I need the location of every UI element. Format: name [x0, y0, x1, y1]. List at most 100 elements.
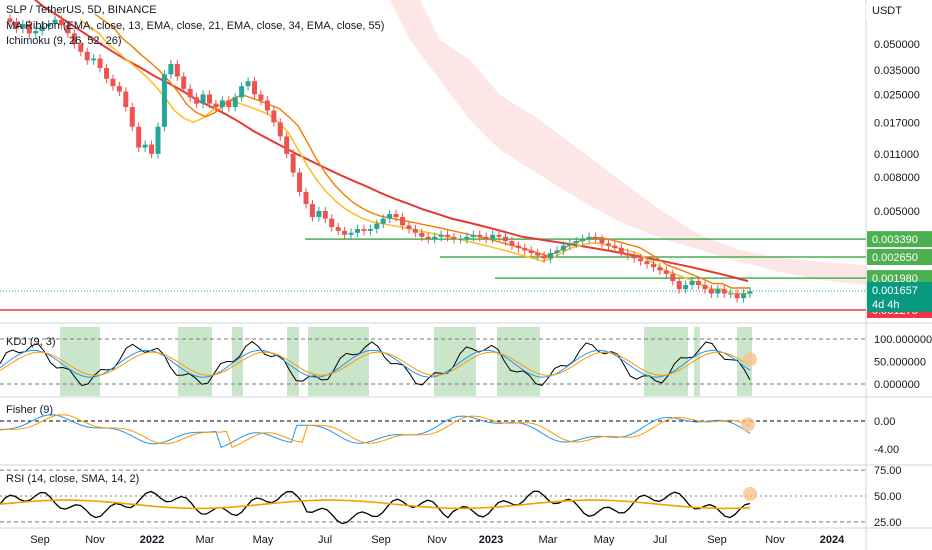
price-tick-label: 0.025000 — [874, 89, 920, 101]
candle-body — [728, 293, 734, 295]
candle-body — [438, 234, 444, 237]
candle-body — [342, 230, 348, 235]
candle-body — [39, 26, 45, 31]
candle-body — [26, 24, 32, 34]
ma-ribbon-legend[interactable]: MA Ribbon (EMA, close, 13, EMA, close, 2… — [6, 20, 385, 32]
time-tick-label: Jul — [653, 534, 667, 546]
candle-body — [638, 258, 644, 262]
price-tick-label: 0.011000 — [874, 149, 919, 161]
ichimoku-legend[interactable]: Ichimoku (9, 26, 52, 26) — [6, 35, 122, 47]
price-tag-text: 0.002650 — [872, 252, 918, 264]
candle-body — [548, 252, 554, 259]
candle-body — [329, 218, 335, 228]
overbought-zone — [232, 327, 243, 396]
time-tick-label: Mar — [539, 534, 558, 546]
price-tick-label: 0.050000 — [874, 39, 920, 51]
ema34-line — [94, 13, 750, 289]
time-tick-label: May — [594, 534, 615, 546]
candle-body — [348, 232, 354, 235]
overbought-zone — [287, 327, 299, 396]
time-tick-label: Sep — [371, 534, 391, 546]
candle-body — [747, 291, 753, 294]
candle-body — [509, 241, 515, 246]
candle-body — [200, 94, 206, 104]
kdj-label[interactable]: KDJ (9, 3) — [6, 336, 56, 348]
time-tick-label: Jul — [318, 534, 332, 546]
fisher-tick-label: 0.00 — [874, 416, 895, 428]
fisher-tick-label: -4.00 — [874, 444, 899, 456]
candle-body — [612, 245, 618, 248]
candle-body — [33, 30, 39, 34]
candle-body — [631, 255, 637, 259]
countdown-text: 4d 4h — [872, 299, 900, 311]
overbought-zone — [644, 327, 688, 396]
candle-body — [78, 44, 84, 52]
rsi-line — [0, 490, 751, 525]
kdj-tick-label: 100.000000 — [874, 334, 932, 346]
time-tick-label: Sep — [707, 534, 727, 546]
time-tick-label: Nov — [765, 534, 785, 546]
candle-body — [676, 281, 682, 290]
candle-body — [97, 58, 103, 68]
candle-body — [181, 76, 187, 89]
price-tick-label: 0.035000 — [874, 65, 920, 77]
candle-body — [206, 94, 212, 104]
rsi-tick-label: 25.00 — [874, 517, 902, 529]
candle-body — [483, 236, 489, 239]
price-tag — [867, 231, 932, 248]
time-tick-label: Mar — [196, 534, 215, 546]
candle-body — [142, 144, 148, 148]
indicator-lines — [0, 338, 866, 525]
candle-body — [670, 273, 676, 282]
candle-body — [560, 245, 566, 251]
overbought-zone — [178, 327, 212, 396]
candle-body — [116, 86, 122, 92]
candle-body — [123, 91, 129, 108]
candle-body — [168, 64, 174, 75]
candle-body — [354, 228, 360, 233]
price-tick-label: 0.005000 — [874, 206, 920, 218]
fisher-trigger-line — [0, 414, 751, 448]
candle-body — [104, 67, 110, 79]
candle-body — [46, 24, 52, 27]
candle-body — [252, 81, 258, 95]
candle-body — [65, 25, 71, 34]
candle-body — [187, 88, 193, 98]
candle-body — [477, 234, 483, 237]
candle-body — [650, 264, 656, 268]
fisher-label[interactable]: Fisher (9) — [6, 404, 54, 416]
candle-body — [297, 172, 303, 192]
candle-body — [734, 293, 740, 299]
candle-body — [290, 153, 296, 173]
candle-body — [490, 234, 496, 239]
kdj-k-line — [0, 349, 751, 378]
rsi-tick-label: 50.00 — [874, 491, 902, 503]
rsi-highlight-dot — [743, 486, 757, 501]
time-tick-label: 2023 — [479, 534, 503, 546]
candle-body — [52, 19, 58, 25]
overbought-zone — [497, 327, 540, 396]
currency-label[interactable]: USDT — [866, 4, 932, 19]
candle-body — [663, 270, 669, 274]
candle-body — [586, 236, 592, 239]
candle-body — [605, 243, 611, 246]
candles — [7, 14, 753, 303]
candle-body — [271, 110, 277, 123]
ichimoku-cloud-area — [380, 0, 866, 285]
candle-body — [7, 18, 13, 22]
symbol-legend[interactable]: SLP / TetherUS, 5D, BINANCE — [6, 4, 157, 16]
candle-body — [470, 234, 476, 237]
current-price-text: 0.001657 — [872, 285, 918, 297]
candle-body — [554, 250, 560, 253]
candle-body — [84, 51, 90, 61]
candle-body — [258, 94, 264, 101]
time-tick-label: Nov — [85, 534, 105, 546]
candle-body — [277, 122, 283, 137]
candle-body — [464, 236, 470, 239]
time-tick-label: 2024 — [820, 534, 845, 546]
candle-body — [457, 238, 463, 240]
axes: 0.050000 0.035000 0.025000 0.017000 0.011000… — [30, 39, 932, 546]
rsi-label[interactable]: RSI (14, close, SMA, 14, 2) — [6, 473, 140, 485]
